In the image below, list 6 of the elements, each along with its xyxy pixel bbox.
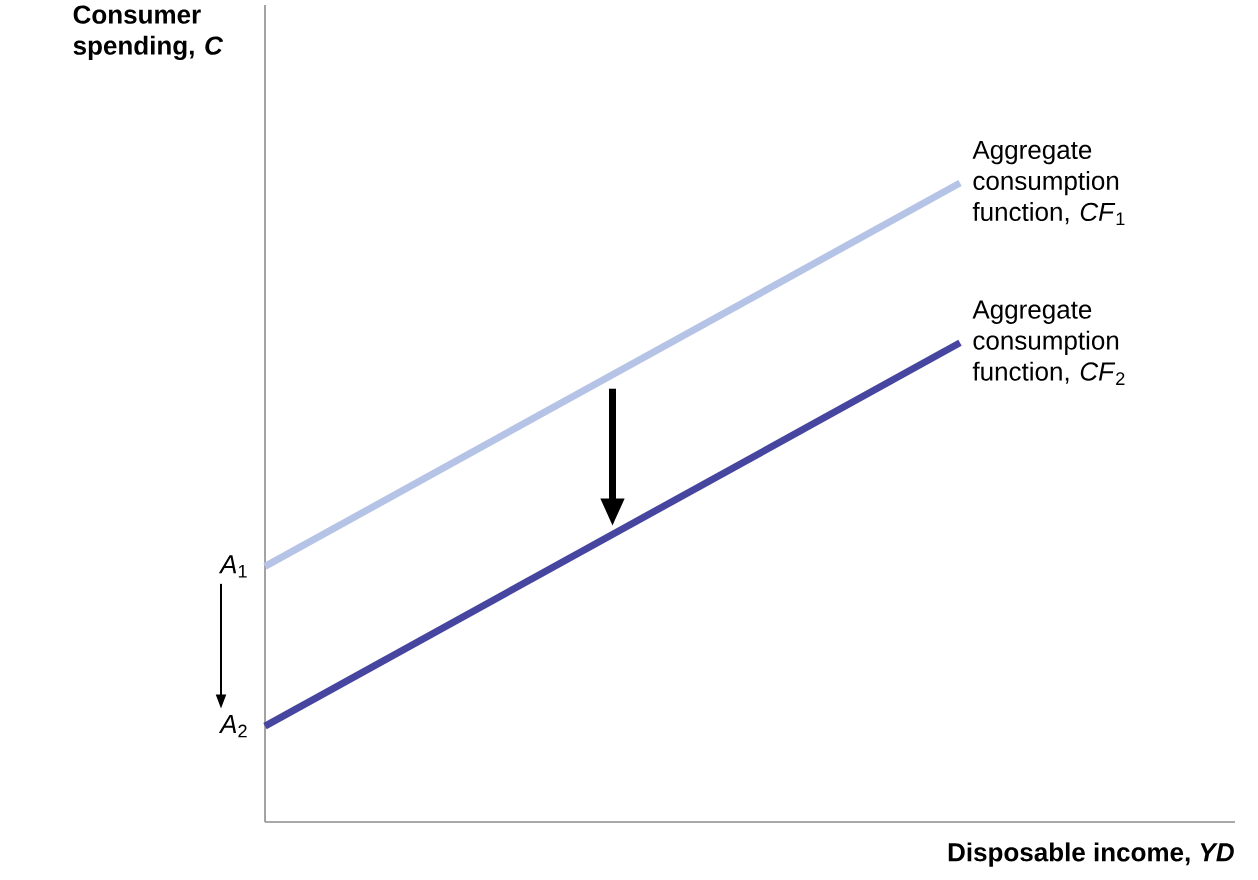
text: A$_{2}$ [218, 715, 247, 738]
y-axis-title: Consumer spending, C [73, 5, 224, 61]
text: A$_{1}$ [218, 555, 247, 578]
x-axis-title: Disposable income, YD [948, 842, 1234, 867]
series-label: Aggregate consumption function, CF$_{2}$ [972, 300, 1125, 385]
series-label: Aggregate consumption function, CF$_{1}$ [972, 140, 1125, 226]
